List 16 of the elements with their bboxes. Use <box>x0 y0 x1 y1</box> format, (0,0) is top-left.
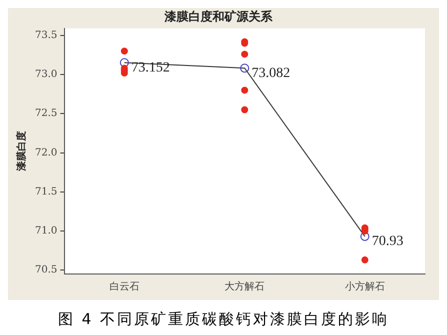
x-tick-label: 白云石 <box>109 280 140 293</box>
data-label: 73.152 <box>131 60 170 76</box>
data-label: 70.93 <box>372 234 404 250</box>
y-axis-title: 漆膜白度 <box>16 131 28 172</box>
y-tick-label: 72.0 <box>35 147 58 158</box>
y-tick-label: 71.5 <box>35 186 58 198</box>
y-tick-label: 70.5 <box>35 264 58 276</box>
chart-title: 漆膜白度和矿源关系 <box>164 9 274 24</box>
x-tick-label: 大方解石 <box>224 280 265 293</box>
data-label: 73.082 <box>252 66 290 81</box>
y-tick-label: 73.0 <box>35 69 58 80</box>
y-tick-label: 73.5 <box>35 30 58 42</box>
y-tick-label: 71.0 <box>35 226 58 237</box>
y-tick-label: 72.5 <box>35 108 58 120</box>
caption: 图 4 不同原矿重质碳酸钙对漆膜白度的影响 <box>56 309 390 329</box>
x-tick-label: 小方解石 <box>344 280 385 293</box>
